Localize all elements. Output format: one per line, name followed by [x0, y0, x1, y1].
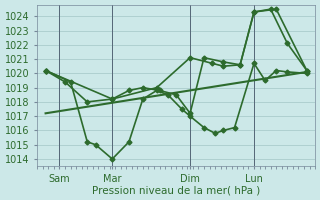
X-axis label: Pression niveau de la mer( hPa ): Pression niveau de la mer( hPa ) — [92, 185, 260, 195]
